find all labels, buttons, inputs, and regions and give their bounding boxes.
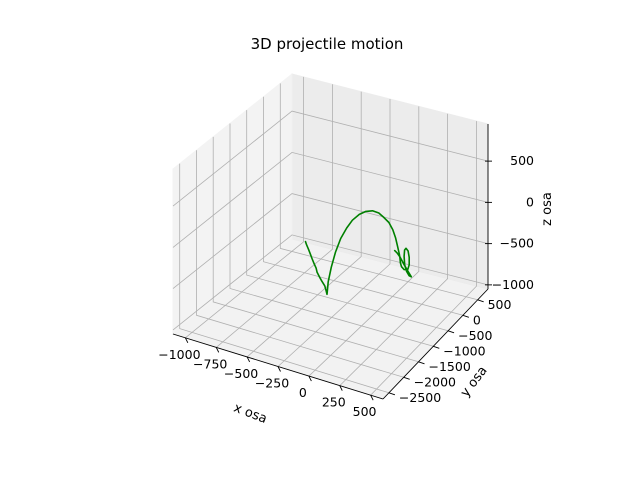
y-tick-label: −2500 xyxy=(399,390,441,405)
x-tick-label: 500 xyxy=(353,404,377,419)
y-tick-mark xyxy=(418,361,425,365)
y-grid-line xyxy=(212,136,419,363)
x-grid-line xyxy=(246,91,362,358)
x-tick-mark xyxy=(308,375,312,382)
y-grid-line xyxy=(246,110,449,332)
y-tick-mark xyxy=(477,299,484,303)
x-axis-label: x osa xyxy=(231,401,269,427)
z-grid-line xyxy=(172,193,489,289)
y-tick-label: −1000 xyxy=(443,343,485,358)
x-tick-label: 0 xyxy=(299,385,307,400)
z-grid-line xyxy=(172,234,489,331)
y-tick-label: −500 xyxy=(458,328,492,343)
x-grid-line xyxy=(339,113,449,386)
y-tick-label: −1500 xyxy=(429,359,471,374)
x-tick-mark xyxy=(339,385,343,391)
x-tick-label: −250 xyxy=(255,376,289,391)
trajectory-line xyxy=(304,210,413,296)
y-grid-line xyxy=(196,150,404,378)
x-tick-label: −1000 xyxy=(158,347,200,362)
y-grid-line xyxy=(179,163,390,394)
x-tick-mark xyxy=(277,366,281,372)
x-grid-line xyxy=(308,106,420,377)
z-axis-label: z osa xyxy=(540,192,555,226)
z-tick-label: 500 xyxy=(510,153,534,168)
y-tick-mark xyxy=(447,330,455,334)
x-tick-mark xyxy=(246,356,251,363)
x-tick-label: 250 xyxy=(322,395,346,410)
left-pane xyxy=(172,72,293,336)
x-grid-line xyxy=(277,99,391,367)
x-tick-mark xyxy=(215,347,220,353)
x-tick-label: −750 xyxy=(193,356,227,371)
z-tick-label: −500 xyxy=(500,236,534,251)
x-tick-mark xyxy=(184,337,189,344)
z-grid-line xyxy=(172,110,489,207)
x-tick-label: −500 xyxy=(224,366,258,381)
y-tick-mark xyxy=(433,345,440,349)
y-tick-mark xyxy=(403,376,410,380)
z-tick-label: −1000 xyxy=(492,277,534,292)
x-grid-line xyxy=(370,121,477,396)
x-tick-mark xyxy=(370,394,374,401)
y-grid-line xyxy=(263,96,464,316)
series-layer xyxy=(304,210,413,296)
x-grid-line xyxy=(215,84,333,348)
z-tick-label: 0 xyxy=(526,194,534,209)
axes-lines xyxy=(172,124,492,401)
axes-panes xyxy=(171,72,489,400)
z-grid-line xyxy=(172,151,489,248)
y-tick-label: 500 xyxy=(488,297,512,312)
y-tick-label: −2000 xyxy=(414,374,456,389)
y-grid-line xyxy=(279,83,478,301)
y-tick-mark xyxy=(388,392,396,396)
y-tick-label: 0 xyxy=(473,312,481,327)
chart-title: 3D projectile motion xyxy=(251,35,404,53)
y-tick-mark xyxy=(462,314,470,318)
y-axis-line xyxy=(382,288,489,400)
axes-grid xyxy=(172,76,489,396)
y-grid-line xyxy=(229,123,434,347)
x-grid-line xyxy=(185,76,304,339)
